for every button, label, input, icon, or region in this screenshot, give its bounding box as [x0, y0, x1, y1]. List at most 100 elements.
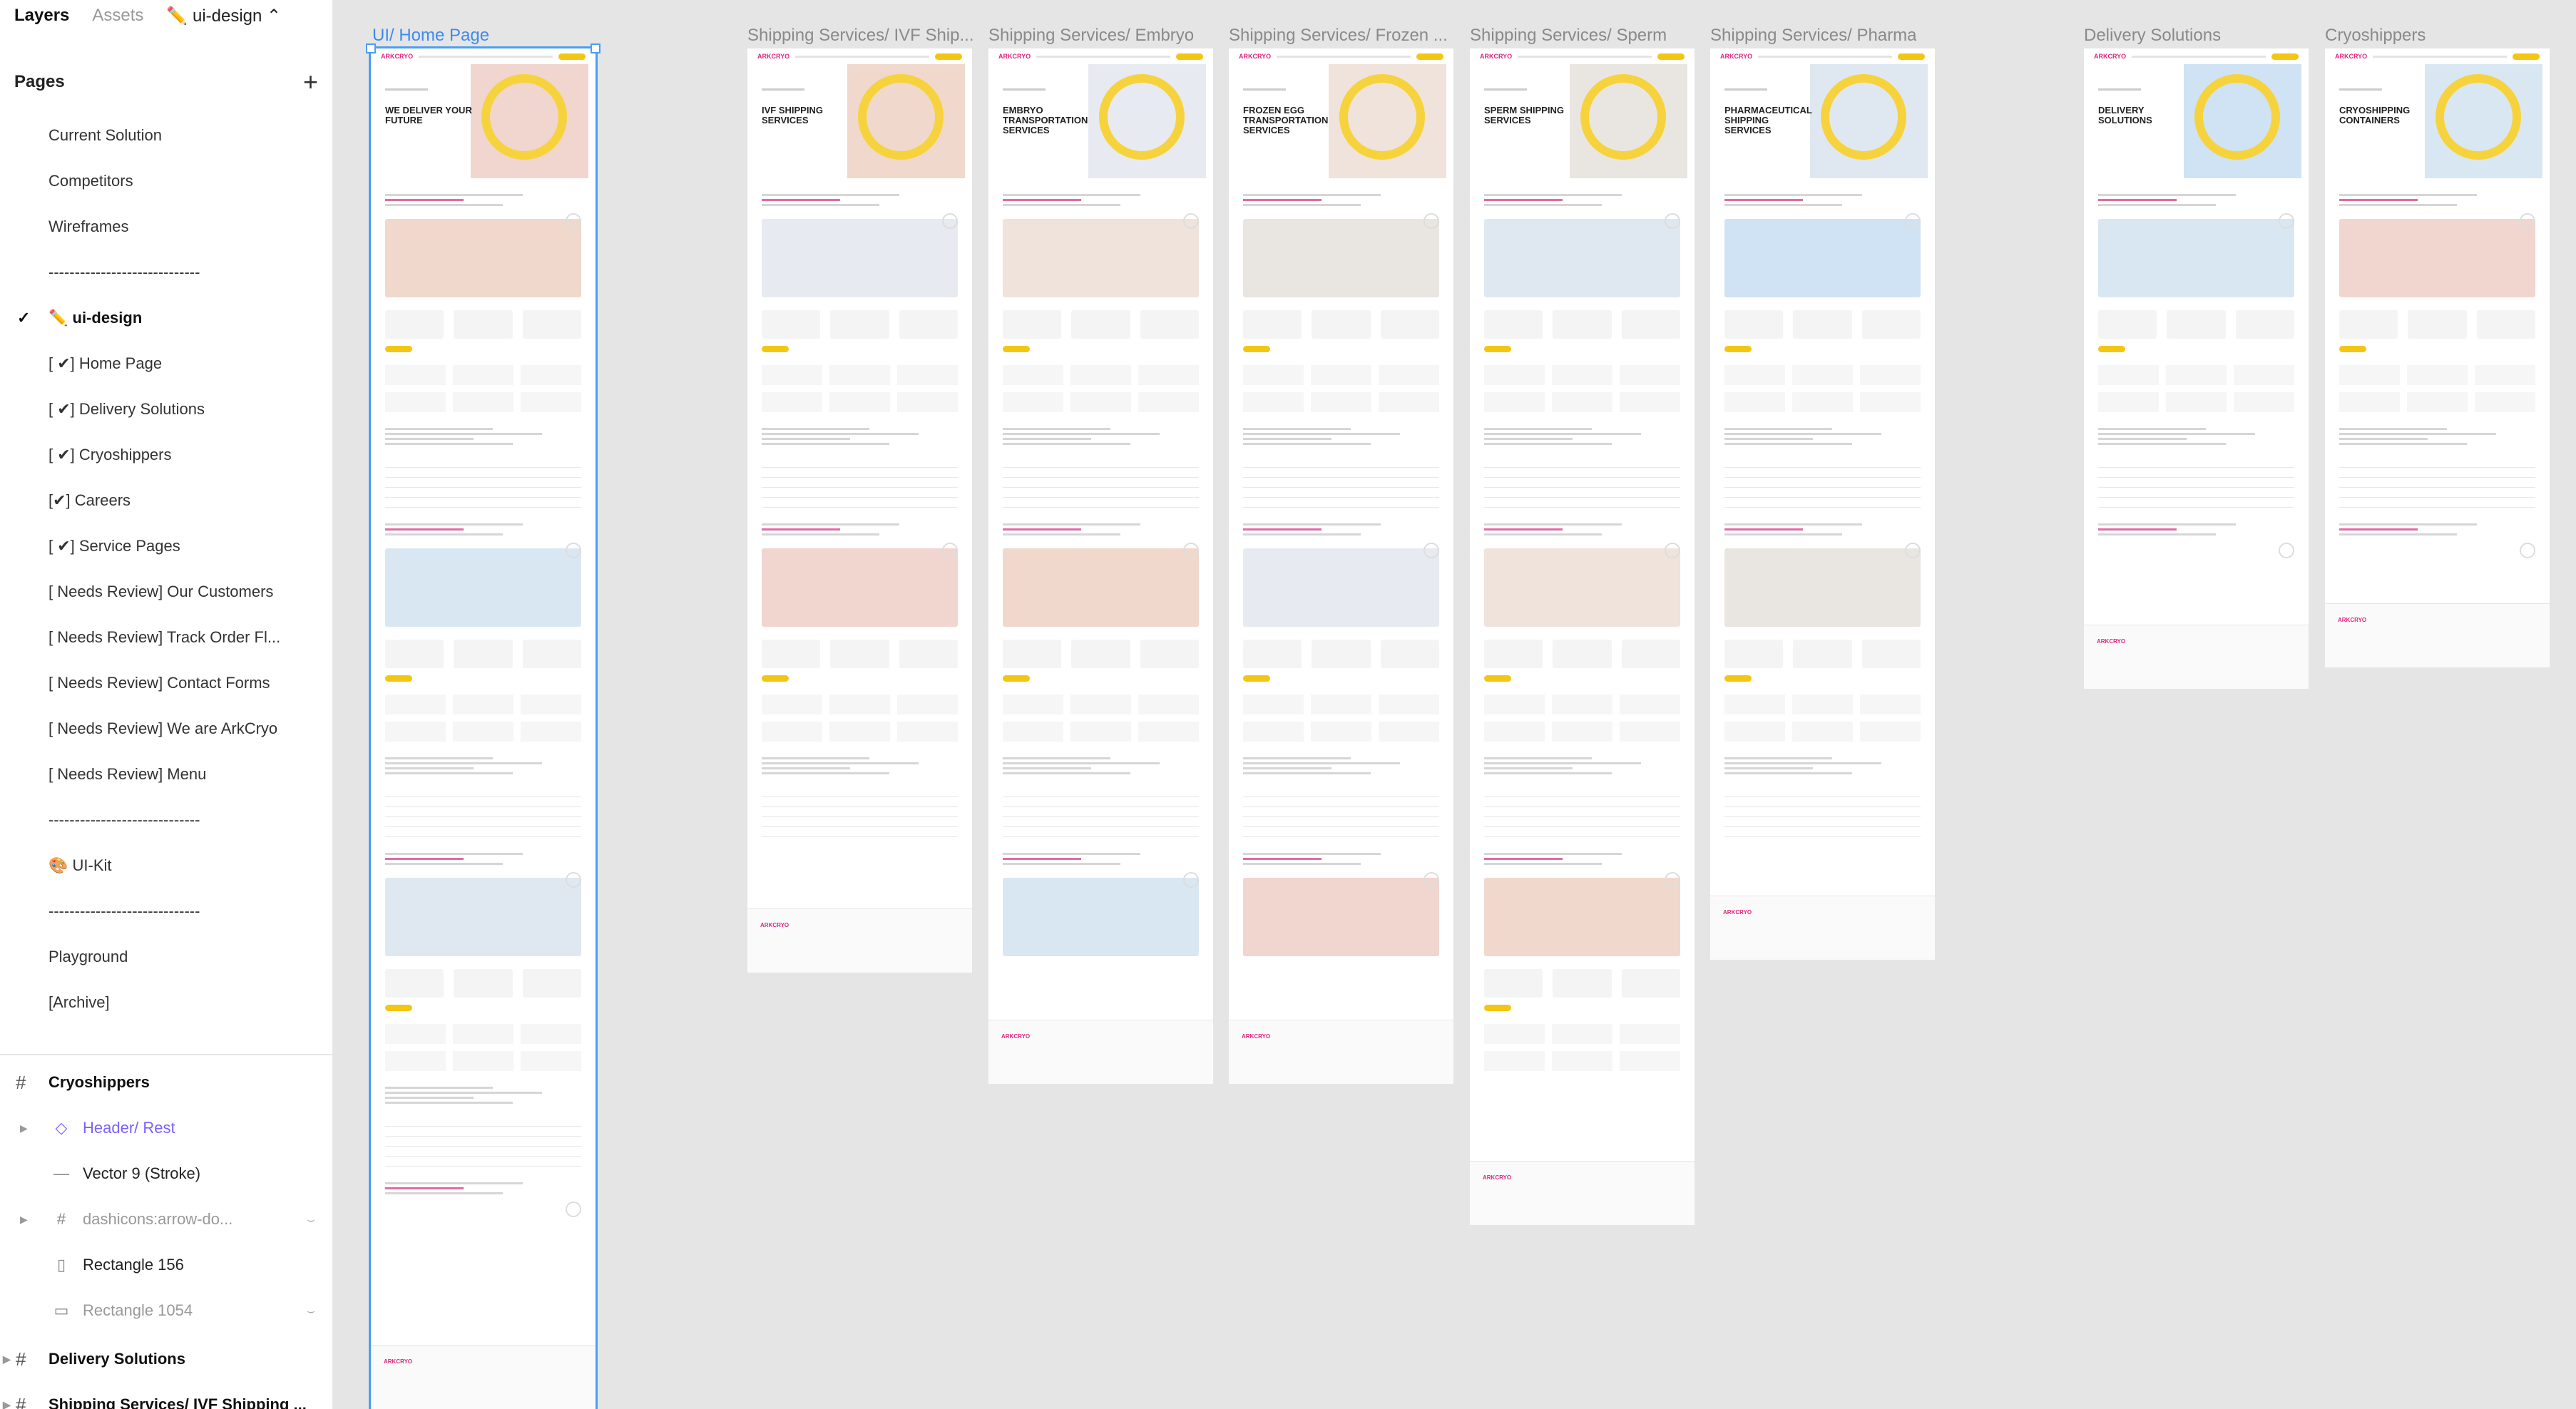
- yellow-button: [762, 675, 789, 682]
- hero-title: FROZEN EGG TRANSPORTATION SERVICES: [1243, 105, 1329, 135]
- page-item[interactable]: 🎨 UI-Kit: [0, 843, 332, 888]
- brand-logo: ARKCRYO: [1480, 53, 1513, 60]
- hero-kicker: [1243, 88, 1286, 91]
- page-frame[interactable]: ARKCRYO FROZEN EGG TRANSPORTATION SERVICE…: [1229, 48, 1453, 1084]
- caret-right-icon[interactable]: ▶: [3, 1353, 11, 1365]
- hero-ring: [2194, 74, 2280, 160]
- stats-row: [385, 969, 581, 998]
- page-footer: ARKCRYO: [988, 1020, 1213, 1084]
- layer-vector-9[interactable]: — Vector 9 (Stroke): [0, 1151, 332, 1197]
- caret-right-icon[interactable]: ▶: [20, 1213, 28, 1225]
- page-item[interactable]: [Archive]: [0, 980, 332, 1025]
- deco-circle: [566, 213, 581, 229]
- page-frame[interactable]: ARKCRYO DELIVERY SOLUTIONS ARKCRYO: [2084, 48, 2309, 689]
- footer-logo: ARKCRYO: [2338, 617, 2367, 623]
- page-separator[interactable]: -----------------------------: [0, 797, 332, 843]
- layer-frame-delivery-solutions[interactable]: ▶ # Delivery Solutions: [0, 1336, 332, 1382]
- design-canvas[interactable]: UI/ Home Page ARKCRYO WE DELIVER YOUR FUTU…: [335, 0, 2576, 1409]
- layer-frame-cryoshippers[interactable]: # Cryoshippers: [0, 1060, 332, 1105]
- stats-row: [762, 640, 958, 668]
- layer-dashicons-arrow[interactable]: ▶ # dashicons:arrow-do... ⌣: [0, 1197, 332, 1242]
- page-label: [ Needs Review] Track Order Fl...: [48, 628, 281, 646]
- layer-frame-ivf-shipping[interactable]: ▶ # Shipping Services/ IVF Shipping ...: [0, 1382, 332, 1409]
- frame-label[interactable]: Shipping Services/ Sperm: [1470, 26, 1667, 45]
- add-page-icon[interactable]: +: [302, 67, 318, 96]
- page-frame[interactable]: ARKCRYO PHARMACEUTICAL SHIPPING SERVICES A…: [1710, 48, 1935, 960]
- deco-circle: [942, 213, 958, 229]
- pages-header: Pages +: [0, 61, 332, 103]
- page-frame[interactable]: ARKCRYO SPERM SHIPPING SERVICES ARKCRYO: [1470, 48, 1695, 1225]
- page-item[interactable]: Wireframes: [0, 204, 332, 250]
- frame-label[interactable]: Shipping Services/ Embryo: [988, 26, 1195, 45]
- file-name-dropdown[interactable]: ✏️ ui-design ⌃: [166, 6, 281, 26]
- caret-right-icon[interactable]: ▶: [20, 1122, 28, 1134]
- deco-circle: [2520, 543, 2535, 558]
- feature-grid: [1484, 1024, 1680, 1071]
- tab-layers[interactable]: Layers: [14, 6, 70, 25]
- hero-ring: [481, 74, 567, 160]
- page-frame[interactable]: ARKCRYO CRYOSHIPPING CONTAINERS ARKCRYO: [2325, 48, 2550, 667]
- hero-ring: [1580, 74, 1666, 160]
- layer-rectangle-1054[interactable]: ▭ Rectangle 1054 ⌣: [0, 1288, 332, 1333]
- hero-section: IVF SHIPPING SERVICES: [755, 64, 965, 178]
- checkmark-icon: ✓: [17, 309, 31, 327]
- page-item[interactable]: Playground: [0, 934, 332, 980]
- layer-header-rest[interactable]: ▶ ◇ Header/ Rest: [0, 1105, 332, 1151]
- page-item[interactable]: ✓ ✏️ ui-design: [0, 295, 332, 341]
- page-item[interactable]: [ ✔] Home Page: [0, 341, 332, 386]
- layer-label: Vector 9 (Stroke): [83, 1164, 201, 1182]
- page-footer: ARKCRYO: [1710, 896, 1935, 960]
- hidden-eye-icon[interactable]: ⌣: [307, 1211, 315, 1226]
- hidden-eye-icon[interactable]: ⌣: [307, 1303, 315, 1318]
- frame-label[interactable]: Cryoshippers: [2325, 26, 2426, 45]
- frame-label[interactable]: Shipping Services/ Frozen ...: [1229, 26, 1448, 45]
- page-item[interactable]: [ ✔] Cryoshippers: [0, 432, 332, 478]
- page-item[interactable]: [ ✔] Delivery Solutions: [0, 386, 332, 432]
- tab-assets[interactable]: Assets: [92, 6, 144, 25]
- page-item[interactable]: Competitors: [0, 158, 332, 204]
- mini-nav: ARKCRYO: [1470, 48, 1695, 64]
- page-item[interactable]: [ ✔] Service Pages: [0, 523, 332, 569]
- yellow-button: [1724, 675, 1752, 682]
- rectangle-icon: ▯: [56, 1256, 66, 1274]
- page-label: Wireframes: [48, 217, 129, 235]
- page-item[interactable]: [ Needs Review] Our Customers: [0, 569, 332, 615]
- frame-label[interactable]: Shipping Services/ IVF Ship...: [747, 26, 974, 45]
- page-frame[interactable]: ARKCRYO IVF SHIPPING SERVICES ARKCRYO: [747, 48, 972, 973]
- selection-handle[interactable]: [591, 43, 600, 53]
- pricing-table: [1003, 787, 1199, 837]
- page-frame[interactable]: ARKCRYO WE DELIVER YOUR FUTURE ARKCRYO: [369, 46, 598, 1409]
- page-separator[interactable]: -----------------------------: [0, 888, 332, 934]
- section-photo: [1003, 548, 1199, 627]
- nav-cta: [1416, 53, 1443, 60]
- page-item[interactable]: [ Needs Review] Track Order Fl...: [0, 615, 332, 660]
- page-separator[interactable]: -----------------------------: [0, 250, 332, 295]
- page-label: Current Solution: [48, 126, 162, 144]
- page-item[interactable]: Current Solution: [0, 113, 332, 158]
- frame-label[interactable]: Shipping Services/ Pharma: [1710, 26, 1917, 45]
- mini-nav: ARKCRYO: [371, 48, 596, 64]
- selection-handle[interactable]: [366, 43, 376, 53]
- text-block: [1484, 853, 1680, 865]
- text-block: [762, 757, 958, 774]
- yellow-button: [1484, 346, 1511, 352]
- page-frame[interactable]: ARKCRYO EMBRYO TRANSPORTATION SERVICES ARK…: [988, 48, 1213, 1084]
- footer-logo: ARKCRYO: [2097, 638, 2126, 645]
- pricing-table: [1484, 458, 1680, 508]
- text-block: [385, 757, 581, 774]
- text-block: [2098, 428, 2294, 445]
- layer-rectangle-156[interactable]: ▯ Rectangle 156: [0, 1242, 332, 1288]
- page-item[interactable]: [ Needs Review] Contact Forms: [0, 660, 332, 706]
- vector-icon: —: [53, 1164, 69, 1182]
- text-block: [2339, 194, 2535, 206]
- brand-logo: ARKCRYO: [1239, 53, 1272, 60]
- pricing-table: [385, 458, 581, 508]
- frame-label[interactable]: UI/ Home Page: [372, 26, 490, 45]
- page-item[interactable]: [✔] Careers: [0, 478, 332, 523]
- frame-label[interactable]: Delivery Solutions: [2084, 26, 2222, 45]
- page-item[interactable]: [ Needs Review] Menu: [0, 752, 332, 797]
- caret-right-icon[interactable]: ▶: [3, 1398, 11, 1409]
- page-label: [ Needs Review] Menu: [48, 765, 207, 783]
- page-item[interactable]: [ Needs Review] We are ArkCryo: [0, 706, 332, 752]
